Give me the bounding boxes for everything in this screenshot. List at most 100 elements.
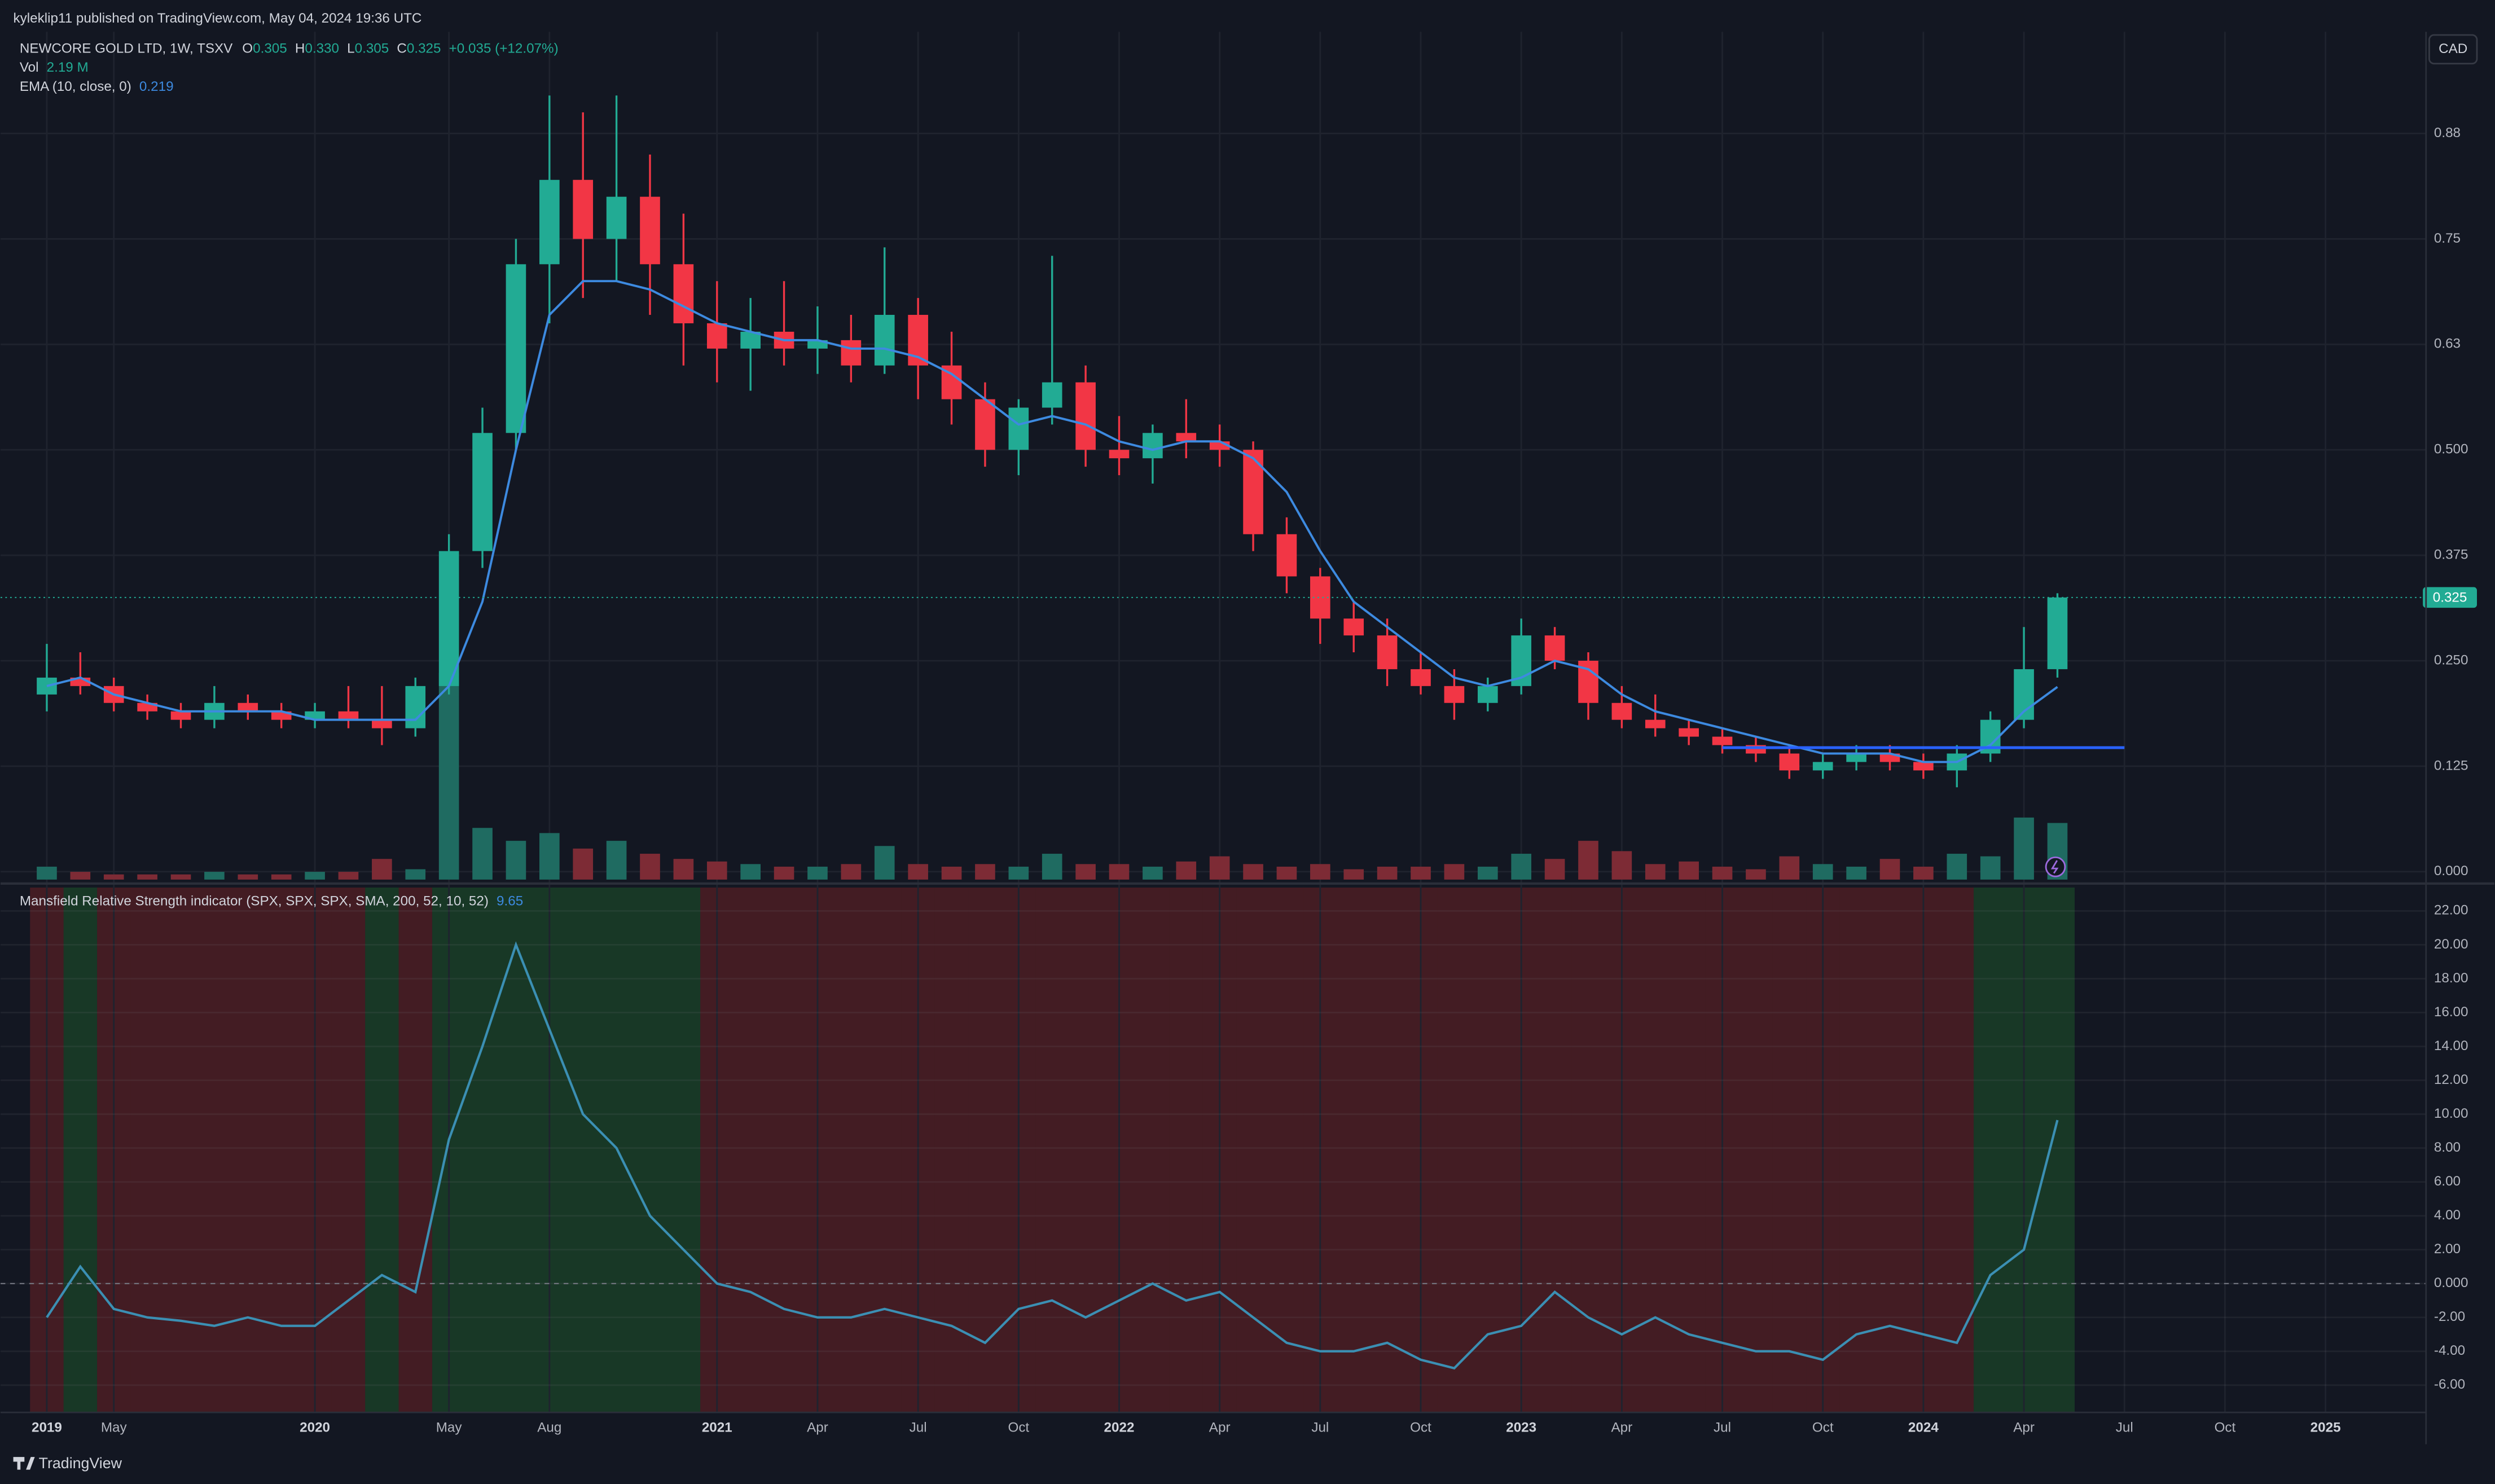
candle-body — [841, 340, 862, 366]
x-tick-label: Apr — [807, 1420, 828, 1435]
x-tick-label: May — [436, 1420, 463, 1435]
volume-bar — [1578, 841, 1598, 880]
rs-zone — [1437, 887, 1471, 1413]
brand-logo — [13, 1457, 35, 1470]
volume-bar — [271, 874, 292, 880]
candle-body — [438, 551, 459, 686]
rs-zone — [265, 887, 299, 1413]
y-tick-label: 16.00 — [2434, 1004, 2468, 1020]
volume-legend: Vol 2.19 M — [20, 60, 89, 76]
y-tick-label: 22.00 — [2434, 903, 2468, 918]
rs-zone — [63, 887, 98, 1413]
volume-bar — [1812, 864, 1833, 880]
currency-box[interactable] — [2428, 34, 2478, 65]
currency[interactable]: CAD — [2439, 41, 2467, 56]
rs-value: 9.65 — [497, 894, 523, 909]
candle-body — [1176, 433, 1197, 442]
volume-bar — [841, 864, 862, 880]
volume-bar — [1645, 864, 1666, 880]
y-tick-label: 10.00 — [2434, 1106, 2468, 1121]
volume-bar — [372, 859, 392, 880]
volume-bar — [305, 872, 325, 880]
volume-bar — [1611, 851, 1632, 880]
volume-bar — [1075, 864, 1096, 880]
volume-bar — [640, 854, 660, 880]
volume-bar — [673, 859, 694, 880]
change: +0.035 (+12.07%) — [449, 41, 559, 56]
y-tick-label: 8.00 — [2434, 1140, 2461, 1155]
candle-body — [1812, 762, 1833, 771]
price-legend: NEWCORE GOLD LTD, 1W, TSXV O0.305 H0.330 L0… — [20, 41, 559, 56]
y-tick-label: 12.00 — [2434, 1072, 2468, 1087]
volume-bar — [2014, 817, 2034, 880]
candle-body — [1343, 618, 1364, 636]
candle-body — [372, 719, 392, 728]
x-tick-label: Jul — [1714, 1420, 1731, 1435]
ohlc-label: O — [242, 41, 253, 56]
candle-body — [1477, 686, 1498, 703]
volume-bar — [1243, 864, 1263, 880]
candle-body — [1075, 382, 1096, 450]
y-tick-label: 2.00 — [2434, 1241, 2461, 1257]
y-tick-label: -6.00 — [2434, 1377, 2465, 1392]
rs-zone — [130, 887, 165, 1413]
volume-bar — [1310, 864, 1330, 880]
y-tick-label: -4.00 — [2434, 1343, 2465, 1358]
x-tick-label: Apr — [2013, 1420, 2035, 1435]
rs-zone — [331, 887, 366, 1413]
volume-bar — [975, 864, 995, 880]
ohlc-value: 0.305 — [355, 41, 389, 56]
ema-value: 0.219 — [139, 79, 174, 94]
y-tick-label: 0.000 — [2434, 1275, 2468, 1290]
candle-body — [472, 433, 493, 551]
y-tick-label: 0.63 — [2434, 336, 2461, 352]
rs-zone — [1069, 887, 1103, 1413]
rs-zone — [1236, 887, 1271, 1413]
y-tick-label: 0.375 — [2434, 547, 2468, 563]
rs-zone — [465, 887, 500, 1413]
candle-body — [1411, 669, 1431, 686]
x-tick-label: 2024 — [1908, 1420, 1939, 1435]
volume-bar — [238, 874, 258, 880]
rs-zone — [1571, 887, 1606, 1413]
volume-bar — [740, 864, 761, 880]
volume-bar — [70, 872, 91, 880]
volume-bar — [573, 848, 594, 880]
rs-zone — [633, 887, 667, 1413]
rs-zone — [767, 887, 802, 1413]
last-price-label: 0.325 — [2433, 590, 2467, 605]
volume-bar — [137, 874, 157, 880]
candle-body — [1544, 635, 1565, 661]
rs-zone — [1169, 887, 1203, 1413]
y-tick-label: 0.88 — [2434, 125, 2461, 141]
rs-zone — [834, 887, 868, 1413]
x-tick-label: Jul — [1311, 1420, 1329, 1435]
ohlc-value: 0.325 — [407, 41, 441, 56]
currency-button[interactable]: CAD — [2428, 34, 2478, 65]
x-tick-label: Oct — [1410, 1420, 1431, 1435]
volume-bar — [1477, 866, 1498, 880]
candle-body — [1377, 635, 1398, 669]
x-tick-label: Oct — [2215, 1420, 2236, 1435]
x-tick-label: Jul — [2116, 1420, 2133, 1435]
y-tick-label: 0.500 — [2434, 442, 2468, 457]
candle-body — [706, 323, 727, 349]
candle-body — [1611, 703, 1632, 720]
candle-body — [640, 196, 660, 265]
candle-body — [1712, 736, 1733, 745]
rs-zone — [1873, 887, 1908, 1413]
candle-body — [405, 686, 426, 728]
volume-bar — [1544, 859, 1565, 880]
volume-bar — [1746, 869, 1766, 880]
x-tick-label: Aug — [537, 1420, 561, 1435]
rs-zone — [499, 887, 533, 1413]
volume-bar — [338, 872, 359, 880]
x-tick-label: 2023 — [1506, 1420, 1536, 1435]
x-tick-label: 2025 — [2310, 1420, 2341, 1435]
volume-bar — [1913, 866, 1934, 880]
candle-body — [673, 264, 694, 323]
volume-bar — [1377, 866, 1398, 880]
event-icon[interactable] — [2045, 856, 2066, 877]
background-layer — [30, 887, 2075, 1413]
